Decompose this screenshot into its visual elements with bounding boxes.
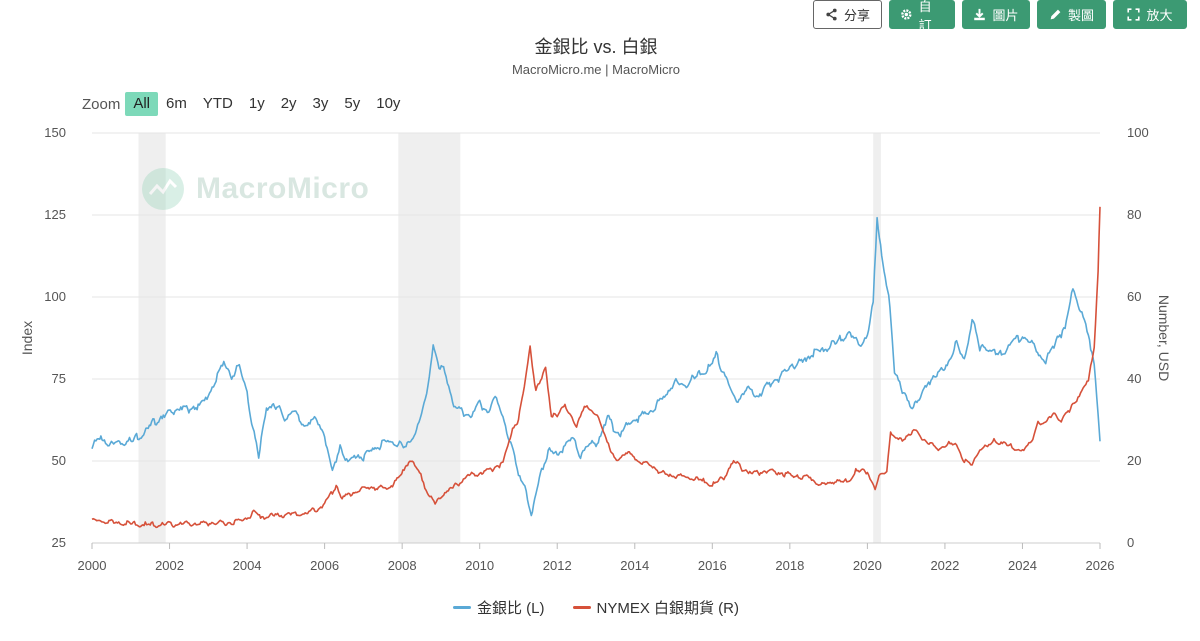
left-axis-tick-label: 125 — [44, 207, 66, 222]
chart-subtitle: MacroMicro.me | MacroMicro — [511, 62, 681, 77]
left-axis-title: Index — [19, 321, 35, 355]
left-axis-tick-label: 25 — [52, 535, 66, 550]
legend-item-gold-silver-ratio[interactable]: 金銀比 (L) — [452, 597, 545, 618]
zoom-label: Zoom — [82, 95, 121, 113]
download-icon — [974, 8, 986, 21]
share-button[interactable]: 分享 — [813, 0, 882, 29]
x-axis-tick-label: 2022 — [930, 558, 959, 573]
left-axis-tick-label: 100 — [44, 289, 66, 304]
legend-item-silver-futures[interactable]: NYMEX 白銀期貨 (R) — [572, 597, 740, 618]
legend-label-gold-silver-ratio: 金銀比 (L) — [476, 600, 545, 617]
zoom-selector: Zoom All 6m YTD 1y 2y 3y 5y 10y — [82, 92, 408, 116]
left-axis-tick-label: 75 — [52, 371, 66, 386]
right-axis-tick-label: 60 — [1127, 289, 1141, 304]
right-axis-tick-label: 0 — [1127, 535, 1134, 550]
make-chart-label: 製圖 — [1067, 8, 1094, 23]
x-axis-tick-label: 2002 — [155, 558, 184, 573]
right-axis-title: Number, USD — [1156, 295, 1172, 381]
macromicro-logo-icon — [142, 168, 184, 210]
x-axis-tick-label: 2026 — [1086, 558, 1115, 573]
pencil-icon — [1050, 9, 1061, 20]
share-label: 分享 — [843, 8, 870, 23]
zoom-option-5y[interactable]: 5y — [344, 95, 361, 112]
series-line-gold-silver-ratio[interactable] — [91, 216, 1101, 517]
image-label: 圖片 — [992, 8, 1019, 23]
recession-band — [138, 133, 166, 543]
x-axis-tick-label: 2012 — [543, 558, 572, 573]
x-axis-tick-label: 2020 — [853, 558, 882, 573]
recession-band — [398, 133, 461, 543]
watermark-text: MacroMicro — [196, 172, 370, 205]
right-axis-tick-label: 20 — [1127, 453, 1141, 468]
custom-label: 自訂 — [918, 0, 932, 33]
zoom-option-3y[interactable]: 3y — [312, 95, 329, 112]
x-axis-tick-label: 2016 — [698, 558, 727, 573]
chart-title: 金銀比 vs. 白銀 — [534, 37, 658, 57]
zoom-option-2y[interactable]: 2y — [280, 95, 297, 112]
x-axis-tick-label: 2018 — [775, 558, 804, 573]
series-line-silver-futures[interactable] — [91, 206, 1101, 529]
legend-label-silver-futures: NYMEX 白銀期貨 (R) — [596, 600, 740, 617]
zoom-option-10y[interactable]: 10y — [376, 95, 401, 112]
legend-swatch-silver-futures — [572, 606, 591, 609]
left-axis-tick-label: 150 — [44, 125, 66, 140]
right-axis-tick-label: 100 — [1127, 125, 1149, 140]
expand-icon — [1127, 8, 1141, 21]
image-button[interactable]: 圖片 — [962, 0, 1030, 29]
x-axis-tick-label: 2010 — [465, 558, 494, 573]
left-axis-tick-label: 50 — [52, 453, 66, 468]
x-axis-tick-label: 2006 — [310, 558, 339, 573]
x-axis-tick-label: 2008 — [388, 558, 417, 573]
enlarge-button[interactable]: 放大 — [1113, 0, 1187, 29]
make-chart-button[interactable]: 製圖 — [1037, 0, 1106, 29]
enlarge-label: 放大 — [1146, 8, 1173, 23]
gear-icon — [901, 9, 912, 20]
watermark: MacroMicro — [140, 166, 369, 212]
right-axis-tick-label: 40 — [1127, 371, 1141, 386]
recession-band — [873, 133, 881, 543]
zoom-option-6m[interactable]: 6m — [166, 95, 187, 112]
zoom-option-1y[interactable]: 1y — [248, 95, 265, 112]
chart-toolbar: 分享 自訂 圖片 製圖 放大 — [813, 0, 1187, 33]
x-axis-tick-label: 2014 — [620, 558, 649, 573]
x-axis-tick-label: 2000 — [78, 558, 107, 573]
x-axis-tick-label: 2004 — [233, 558, 262, 573]
right-axis-tick-label: 80 — [1127, 207, 1141, 222]
chart-legend: 金銀比 (L) NYMEX 白銀期貨 (R) — [0, 597, 1192, 618]
legend-swatch-gold-silver-ratio — [452, 606, 471, 609]
zoom-option-ytd[interactable]: YTD — [202, 95, 233, 112]
share-icon — [826, 8, 837, 21]
zoom-option-all[interactable]: All — [125, 92, 159, 116]
custom-button[interactable]: 自訂 — [889, 0, 955, 33]
x-axis-tick-label: 2024 — [1008, 558, 1037, 573]
